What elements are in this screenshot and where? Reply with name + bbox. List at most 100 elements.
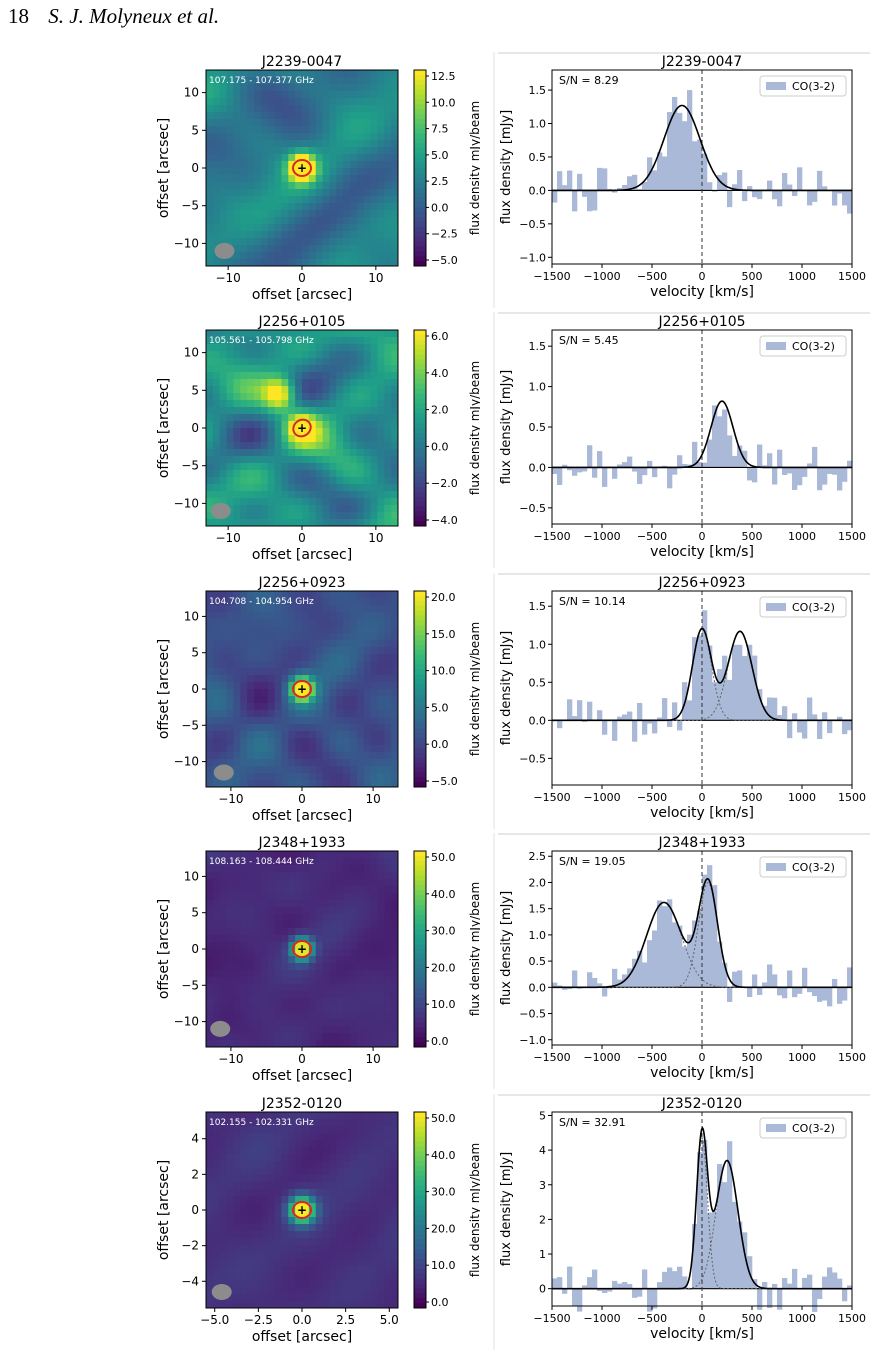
map-pixel [329, 780, 337, 788]
map-pixel [343, 724, 351, 732]
map-pixel [356, 1301, 365, 1309]
map-pixel [267, 647, 276, 655]
x-tick-label: 1500 [838, 791, 866, 804]
map-pixel [308, 470, 317, 478]
map-pixel [274, 245, 282, 253]
colorbar-frame [413, 1111, 427, 1309]
colorbar-step [414, 1298, 426, 1304]
map-pixel [233, 1245, 241, 1253]
map-pixel [336, 1040, 344, 1048]
map-pixel [206, 1280, 214, 1288]
colorbar [414, 591, 426, 788]
map-pixel [336, 203, 344, 211]
map-pixel [288, 731, 296, 739]
map-pixel [233, 203, 241, 211]
map-pixel [315, 1033, 324, 1041]
map-pixel [377, 238, 385, 246]
map-pixel [329, 1119, 337, 1127]
map-pixel [226, 330, 234, 338]
histogram-bar [802, 1277, 808, 1289]
map-pixel [219, 414, 228, 422]
map-pixel [329, 1175, 337, 1183]
map-pixel [363, 654, 372, 662]
map-pixel [377, 140, 385, 148]
map-pixel [247, 98, 255, 106]
map-pixel [350, 935, 358, 943]
map-pixel [212, 914, 221, 922]
map-pixel [260, 1259, 269, 1267]
spectrum-x-axis-label: velocity [km/s] [650, 284, 754, 300]
map-pixel [254, 456, 262, 464]
map-pixel [308, 1040, 317, 1048]
histogram-bar [782, 172, 788, 191]
map-pixel [350, 407, 358, 415]
map-pixel [219, 147, 228, 155]
map-pixel [308, 717, 317, 725]
colorbar-step [414, 703, 426, 710]
colorbar-step [414, 625, 426, 631]
map-pixel [391, 477, 399, 485]
map-pixel [302, 759, 310, 767]
map-pixel [308, 400, 317, 408]
map-pixel [288, 351, 296, 359]
map-pixel [370, 379, 378, 387]
histogram-bar [727, 435, 733, 468]
map-pixel [260, 1196, 269, 1204]
colorbar-step [414, 1190, 426, 1196]
map-pixel [247, 977, 255, 985]
map-pixel [206, 1210, 214, 1218]
map-pixel [288, 491, 296, 499]
map-pixel [295, 1210, 303, 1218]
map-pixel [336, 189, 344, 197]
map-pixel [267, 1133, 276, 1141]
histogram-bar [562, 464, 568, 468]
map-pixel [363, 1140, 372, 1148]
histogram-bar [712, 1211, 718, 1289]
map-pixel [329, 484, 337, 492]
map-pixel [363, 865, 372, 873]
map-pixel [219, 1140, 228, 1148]
map-pixel [302, 605, 310, 613]
map-pixel [247, 252, 255, 260]
map-pixel [343, 1033, 351, 1041]
map-pixel [240, 238, 248, 246]
map-pixel [274, 1140, 282, 1148]
map-pixel [260, 484, 269, 492]
map-pixel [274, 914, 282, 922]
map-pixel [240, 991, 248, 999]
map-pixel [322, 119, 330, 127]
map-pixel [315, 773, 324, 781]
map-pixel [219, 351, 228, 359]
x-tick-label: 0 [298, 271, 306, 285]
map-pixel [336, 330, 344, 338]
map-pixel [240, 1287, 248, 1295]
map-pixel [322, 1026, 330, 1034]
map-pixel [315, 400, 324, 408]
map-pixel [377, 519, 385, 527]
map-pixel [219, 647, 228, 655]
map-pixel [329, 1301, 337, 1309]
map-pixel [240, 259, 248, 267]
map-pixel [384, 182, 392, 190]
map-pixel [260, 1112, 269, 1120]
map-pixel [233, 505, 241, 513]
map-pixel [247, 1012, 255, 1020]
map-pixel [267, 970, 276, 978]
map-pixel [356, 970, 365, 978]
map-pixel [336, 682, 344, 690]
map-pixel [302, 1252, 310, 1260]
map-pixel [356, 154, 365, 162]
map-pixel [206, 407, 214, 415]
map-pixel [288, 886, 296, 894]
map-pixel [350, 1301, 358, 1309]
map-pixel [363, 498, 372, 506]
map-pixel [206, 259, 214, 267]
map-pixel [356, 696, 365, 704]
map-pixel [336, 91, 344, 99]
map-pixel [233, 633, 241, 641]
map-pixel [281, 1231, 289, 1239]
map-pixel [363, 1012, 372, 1020]
map-pixel [267, 717, 276, 725]
map-pixel [391, 1033, 399, 1041]
colorbar-step [414, 1239, 426, 1245]
